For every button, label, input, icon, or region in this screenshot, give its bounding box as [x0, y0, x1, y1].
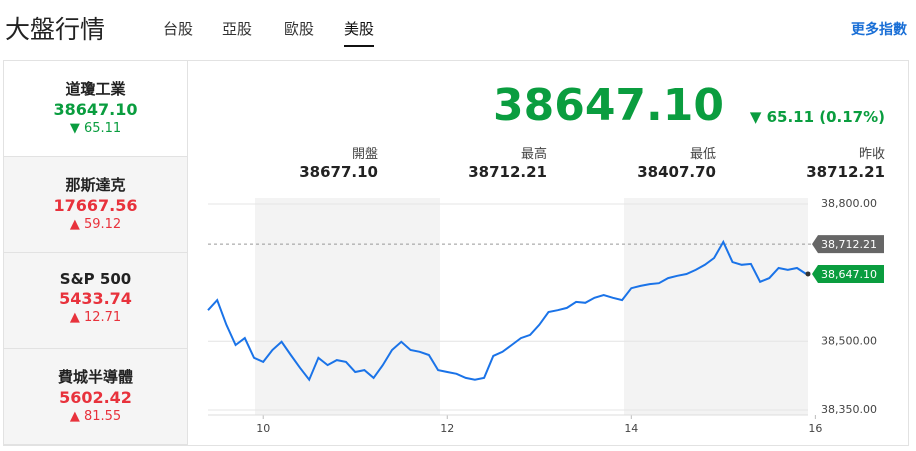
tab[interactable]: 亞股 — [222, 20, 253, 38]
x-tick-label: 16 — [808, 422, 822, 435]
stat-label: 最低 — [689, 147, 716, 162]
more-link[interactable]: 更多指數 — [851, 22, 907, 38]
arrow: ▲ — [69, 217, 84, 232]
index-value: 5433.74 — [59, 289, 132, 308]
reference-label: 38,712.21 — [821, 238, 877, 251]
y-tick-label: 38,350.00 — [821, 403, 877, 416]
index-change: ▲ 12.71 — [4, 310, 187, 325]
index-value: 38647.10 — [53, 100, 138, 119]
change-text: 65.11 (0.17%) — [766, 108, 885, 126]
session-band — [255, 198, 440, 415]
card — [3, 60, 909, 446]
price-line — [207, 239, 807, 382]
index-name: 那斯達克 — [65, 176, 126, 194]
index-name: S&P 500 — [59, 270, 132, 288]
tab[interactable]: 歐股 — [284, 20, 315, 38]
x-tick-label: 10 — [256, 422, 270, 435]
change-text: 12.71 — [83, 310, 122, 325]
y-tick-label: 38,800.00 — [821, 197, 877, 210]
index-change: ▲ 59.12 — [4, 217, 187, 232]
change-text: 81.55 — [83, 409, 122, 424]
index-item[interactable]: 道瓊工業 38647.10 ▼ 65.11 — [4, 61, 188, 157]
y-tick-label: 38,500.00 — [821, 334, 877, 347]
tab[interactable]: 台股 — [163, 20, 194, 38]
last-dot — [805, 271, 811, 277]
page-title: 大盤行情 — [5, 15, 106, 44]
stat-value: 38712.21 — [468, 163, 547, 181]
change-text: 65.11 — [83, 121, 122, 136]
index-item[interactable]: 那斯達克 17667.56 ▲ 59.12 — [4, 157, 188, 253]
index-value: 17667.56 — [53, 196, 138, 215]
change-text: 59.12 — [83, 217, 122, 232]
arrow: ▼ — [69, 121, 84, 136]
tab[interactable]: 美股 — [344, 18, 375, 47]
stat-label: 開盤 — [351, 147, 378, 162]
index-item[interactable]: S&P 500 5433.74 ▲ 12.71 — [4, 253, 188, 349]
session-band — [624, 198, 808, 415]
stat-label: 昨收 — [858, 147, 885, 162]
last-tag — [812, 264, 884, 283]
index-value: 5602.42 — [59, 388, 132, 407]
stat-value: 38712.21 — [806, 163, 885, 181]
quote-value: 38647.10 — [492, 80, 724, 131]
quote-change: ▼ 65.11 (0.17%) — [750, 108, 885, 126]
index-name: 費城半導體 — [57, 368, 133, 386]
stat-value: 38677.10 — [299, 163, 378, 181]
index-change: ▼ 65.11 — [4, 121, 187, 136]
index-name: 道瓊工業 — [65, 80, 126, 98]
reference-tag — [812, 235, 884, 254]
arrow: ▲ — [69, 409, 84, 424]
last-label: 38,647.10 — [821, 268, 877, 281]
stat-label: 最高 — [520, 147, 547, 162]
stat-value: 38407.70 — [637, 163, 716, 181]
arrow: ▼ — [749, 108, 767, 126]
x-tick-label: 12 — [440, 422, 454, 435]
arrow: ▲ — [69, 310, 84, 325]
x-tick-label: 14 — [624, 422, 638, 435]
index-change: ▲ 81.55 — [4, 409, 187, 424]
index-item[interactable]: 費城半導體 5602.42 ▲ 81.55 — [4, 349, 188, 445]
